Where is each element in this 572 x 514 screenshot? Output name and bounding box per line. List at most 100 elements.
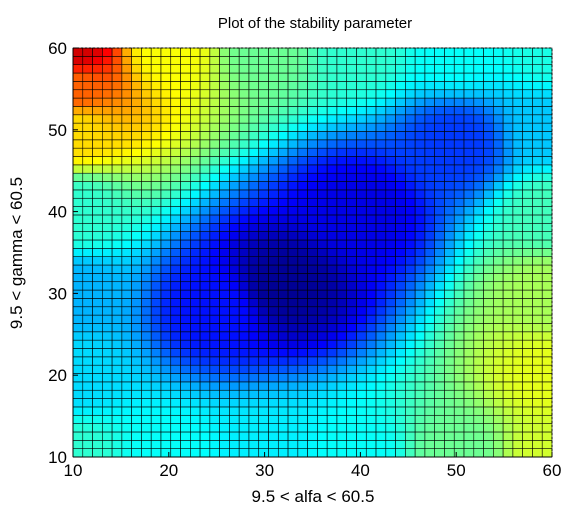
heatmap-cell (190, 398, 201, 408)
heatmap-cell (229, 256, 240, 266)
heatmap-cell (502, 364, 514, 374)
heatmap-cell (522, 389, 533, 399)
heatmap-cell (473, 47, 484, 57)
heatmap-cell (522, 323, 533, 333)
heatmap-cell (121, 239, 132, 249)
heatmap-cell (92, 81, 103, 91)
heatmap-cell (160, 248, 172, 257)
heatmap-cell (395, 231, 406, 241)
heatmap-cell (180, 206, 191, 216)
heatmap-cell (365, 414, 377, 424)
heatmap-cell (336, 89, 348, 99)
heatmap-cell (238, 448, 250, 458)
heatmap-cell (346, 206, 357, 216)
heatmap-cell (170, 248, 181, 257)
heatmap-cell (141, 398, 152, 408)
heatmap-cell (277, 239, 289, 249)
heatmap-cell (444, 131, 455, 141)
heatmap-cell (375, 348, 387, 358)
heatmap-cell (150, 423, 162, 433)
heatmap-cell (395, 97, 406, 107)
heatmap-cell (346, 406, 357, 416)
heatmap-cell (307, 172, 318, 182)
heatmap-cell (434, 64, 445, 74)
heatmap-cell (424, 114, 436, 124)
heatmap-cell (170, 89, 181, 99)
heatmap-cell (141, 172, 152, 182)
heatmap-cell (238, 256, 250, 266)
heatmap-cell (219, 331, 230, 341)
heatmap-cell (82, 440, 93, 449)
heatmap-cell (502, 281, 514, 291)
heatmap-cell (92, 356, 103, 366)
heatmap-cell (395, 398, 406, 408)
heatmap-cell (160, 289, 172, 299)
heatmap-cell (541, 114, 553, 124)
heatmap-cell (365, 314, 377, 324)
heatmap-cell (502, 239, 514, 249)
heatmap-cell (297, 56, 308, 65)
heatmap-cell (424, 164, 436, 174)
heatmap-cell (209, 72, 220, 82)
heatmap-cell (160, 381, 172, 391)
heatmap-cell (238, 323, 250, 333)
heatmap-cell (72, 431, 84, 441)
heatmap-cell (317, 314, 328, 324)
heatmap-cell (444, 448, 455, 458)
heatmap-cell (385, 189, 396, 199)
heatmap-cell (170, 214, 181, 224)
heatmap-cell (434, 81, 445, 91)
heatmap-cell (219, 273, 230, 283)
heatmap-cell (473, 214, 484, 224)
heatmap-cell (258, 314, 269, 324)
heatmap-cell (199, 273, 211, 283)
heatmap-cell (424, 122, 436, 132)
heatmap-cell (405, 356, 416, 366)
heatmap-cell (190, 289, 201, 299)
heatmap-cell (170, 56, 181, 65)
heatmap-cell (424, 64, 436, 74)
heatmap-cell (414, 314, 426, 324)
heatmap-cell (502, 72, 514, 82)
heatmap-cell (121, 189, 132, 199)
heatmap-cell (395, 373, 406, 383)
heatmap-cell (287, 181, 299, 191)
heatmap-cell (473, 273, 484, 283)
heatmap-cell (287, 256, 299, 266)
heatmap-cell (317, 164, 328, 174)
heatmap-cell (424, 440, 436, 449)
heatmap-cell (297, 172, 308, 182)
heatmap-cell (463, 414, 475, 424)
heatmap-cell (502, 306, 514, 316)
heatmap-cell (346, 139, 357, 149)
heatmap-cell (102, 81, 113, 91)
heatmap-cell (268, 131, 279, 141)
x-ticks: 10 20 30 40 50 60 (64, 452, 561, 480)
heatmap-cell (209, 373, 220, 383)
heatmap-cell (219, 356, 230, 366)
heatmap-cell (502, 431, 514, 441)
heatmap-cell (444, 398, 455, 408)
heatmap-cell (248, 214, 260, 224)
heatmap-cell (395, 323, 406, 333)
heatmap-cell (512, 131, 523, 141)
heatmap-cell (92, 231, 103, 241)
heatmap-cell (522, 298, 533, 308)
heatmap-cell (453, 122, 465, 132)
heatmap-cell (336, 47, 348, 57)
heatmap-cell (297, 398, 308, 408)
heatmap-cell (209, 323, 220, 333)
heatmap-cell (297, 231, 308, 241)
heatmap-cell (72, 222, 84, 232)
heatmap-cell (102, 89, 113, 99)
heatmap-cell (434, 89, 445, 99)
heatmap-cell (532, 348, 543, 358)
heatmap-cell (258, 131, 269, 141)
heatmap-cell (317, 156, 328, 166)
heatmap-cell (522, 156, 533, 166)
heatmap-cell (385, 431, 396, 441)
heatmap-cell (180, 147, 191, 157)
heatmap-cell (199, 106, 211, 116)
heatmap-cell (414, 97, 426, 107)
heatmap-cell (385, 56, 396, 65)
